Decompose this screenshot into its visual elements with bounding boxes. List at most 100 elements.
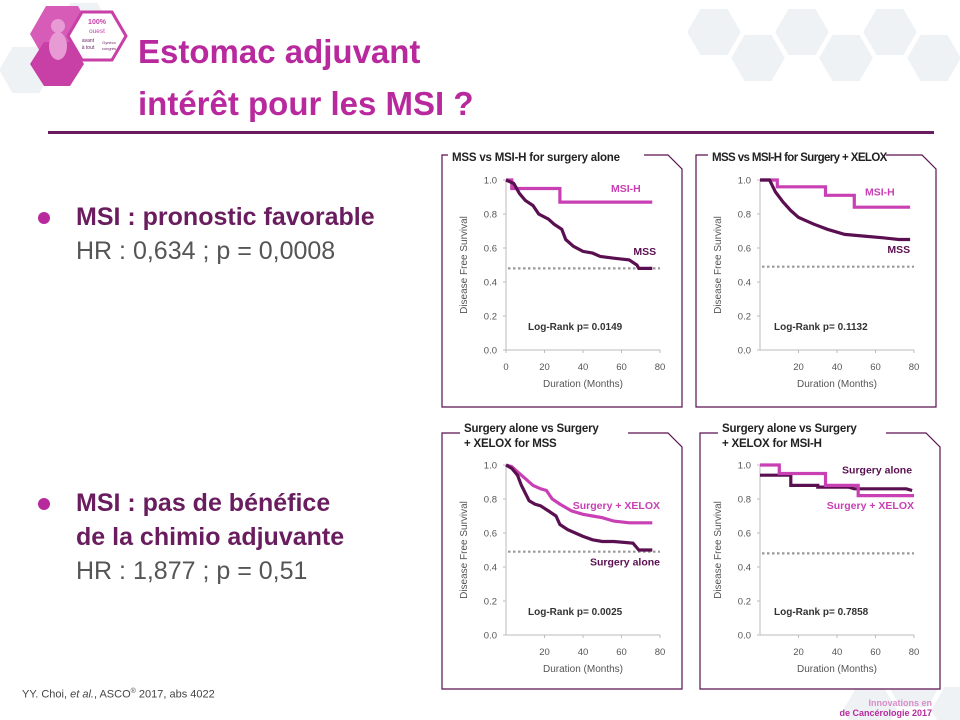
y-axis-label: Disease Free Survival: [459, 501, 470, 599]
svg-text:à tout: à tout: [82, 45, 95, 51]
x-tick-label: 40: [832, 362, 843, 373]
series-label: Surgery + XELOX: [827, 500, 914, 512]
x-tick-label: 60: [616, 362, 627, 373]
y-axis-label: Disease Free Survival: [459, 216, 470, 314]
y-axis-label: Disease Free Survival: [713, 216, 724, 314]
y-tick-label: 0.0: [484, 631, 497, 642]
chart-panel-4: Surgery alone vs Surgery + XELOX for MSI-…: [699, 419, 941, 690]
y-tick-label: 0.6: [484, 244, 497, 255]
y-tick-label: 0.2: [738, 597, 751, 608]
y-tick-label: 0.6: [484, 529, 497, 540]
chart-title-bg: [708, 148, 886, 167]
x-tick-label: 60: [870, 647, 881, 658]
x-tick-label: 60: [870, 362, 881, 373]
x-tick-label: 60: [616, 647, 627, 658]
series-label: MSI-H: [865, 186, 895, 198]
chart-frame: [441, 154, 683, 408]
x-tick-label: 40: [578, 647, 589, 658]
y-tick-label: 0.0: [484, 346, 497, 357]
series-label: Surgery + XELOX: [573, 500, 660, 512]
chart-title: + XELOX for MSS: [464, 438, 557, 450]
chart-title: + XELOX for MSI-H: [722, 438, 822, 450]
bullet-dot: [38, 498, 50, 510]
chart-panel-2: MSS vs MSI-H for Surgery + XELOX 0.0 0.2 0.…: [695, 148, 937, 408]
x-axis-label: Duration (Months): [543, 664, 623, 675]
svg-text:congrès: congrès: [102, 46, 116, 51]
congress-logo: 100% ouest avant à tout Gynéco congrès: [30, 6, 128, 86]
page-title: Estomac adjuvant intérêt pour les MSI ?: [138, 26, 474, 130]
chart-title: Surgery alone vs Surgery: [464, 423, 599, 435]
bullet-heading: MSI : pronostic favorable: [76, 203, 375, 231]
logo-text: 100%: [88, 19, 107, 26]
series-line: [505, 463, 653, 525]
y-tick-label: 0.4: [738, 563, 751, 574]
series-label: MSS: [633, 246, 656, 258]
y-tick-label: 0.6: [738, 244, 751, 255]
chart-panel-1: MSS vs MSI-H for surgery alone 0.0 0.2 0.4 0…: [441, 148, 683, 408]
series-line: [760, 473, 913, 493]
y-tick-label: 1.0: [484, 461, 497, 472]
y-tick-label: 0.8: [484, 495, 497, 506]
y-tick-label: 1.0: [738, 176, 751, 187]
bullet-detail: HR : 0,634 ; p = 0,0008: [76, 237, 336, 265]
chart-panel-3: Surgery alone vs Surgery + XELOX for MSS 0…: [441, 419, 683, 690]
y-tick-label: 1.0: [738, 461, 751, 472]
y-axis-label: Disease Free Survival: [713, 501, 724, 599]
chart-frame: [695, 154, 937, 408]
citation-etal: et al.: [70, 688, 94, 701]
x-axis-label: Duration (Months): [543, 379, 623, 390]
y-tick-label: 0.2: [484, 312, 497, 323]
title-divider: [48, 131, 934, 134]
x-tick-label: 20: [539, 362, 550, 373]
x-tick-label: 40: [578, 362, 589, 373]
x-tick-label: 80: [655, 647, 666, 658]
y-tick-label: 0.0: [738, 631, 751, 642]
series-line: [505, 178, 653, 270]
bullet-prognosis: MSI : pronostic favorable HR : 0,634 ; p…: [38, 200, 375, 268]
svg-text:avant: avant: [82, 38, 95, 44]
chart-title-bg: [448, 148, 644, 167]
x-axis-label: Duration (Months): [797, 379, 877, 390]
footer-line-1: Innovations en: [868, 698, 932, 708]
citation-rest: 2017, abs 4022: [135, 688, 215, 701]
x-tick-label: 80: [909, 647, 920, 658]
log-rank-annotation: Log-Rank p= 0.0149: [528, 322, 623, 333]
series-label: Surgery alone: [590, 556, 660, 568]
chart-title: Surgery alone vs Surgery: [722, 423, 857, 435]
log-rank-annotation: Log-Rank p= 0.7858: [774, 607, 869, 618]
footer-logo: Innovations en de Cancérologie 2017: [836, 698, 932, 718]
chart-title-bg: [460, 419, 628, 453]
chart-title: MSS vs MSI-H for surgery alone: [452, 152, 620, 164]
y-tick-label: 0.0: [738, 346, 751, 357]
footer-line-2: de Cancérologie 2017: [839, 708, 932, 718]
log-rank-annotation: Log-Rank p= 0.0025: [528, 607, 623, 618]
series-line: [505, 463, 653, 552]
x-tick-label: 20: [793, 362, 804, 373]
svg-text:ouest: ouest: [89, 28, 105, 35]
x-axis-label: Duration (Months): [797, 664, 877, 675]
bullet-heading-line-1: MSI : pas de bénéfice: [76, 489, 331, 517]
y-tick-label: 1.0: [484, 176, 497, 187]
series-label: MSS: [887, 244, 910, 256]
chart-title-bg: [718, 419, 886, 453]
series-label: Surgery alone: [842, 465, 912, 477]
series-line: [760, 178, 911, 242]
y-tick-label: 0.4: [484, 563, 497, 574]
y-tick-label: 0.2: [484, 597, 497, 608]
y-tick-label: 0.8: [738, 495, 751, 506]
title-line-1: Estomac adjuvant: [138, 33, 421, 70]
citation-journal: , ASCO: [93, 688, 131, 701]
bullet-heading-line-2: de la chimio adjuvante: [76, 523, 345, 551]
log-rank-annotation: Log-Rank p= 0.1132: [774, 322, 868, 333]
citation-authors: YY. Choi,: [22, 688, 71, 701]
x-tick-label: 20: [793, 647, 804, 658]
bullet-no-benefit: MSI : pas de bénéfice de la chimio adjuv…: [38, 486, 344, 588]
title-line-2: intérêt pour les MSI ?: [138, 85, 474, 122]
x-tick-label: 40: [832, 647, 843, 658]
x-tick-label: 20: [539, 647, 550, 658]
svg-text:Gynéco: Gynéco: [102, 40, 117, 45]
citation-registered: ®: [130, 688, 136, 695]
series-line: [760, 178, 911, 209]
x-tick-label: 80: [655, 362, 666, 373]
